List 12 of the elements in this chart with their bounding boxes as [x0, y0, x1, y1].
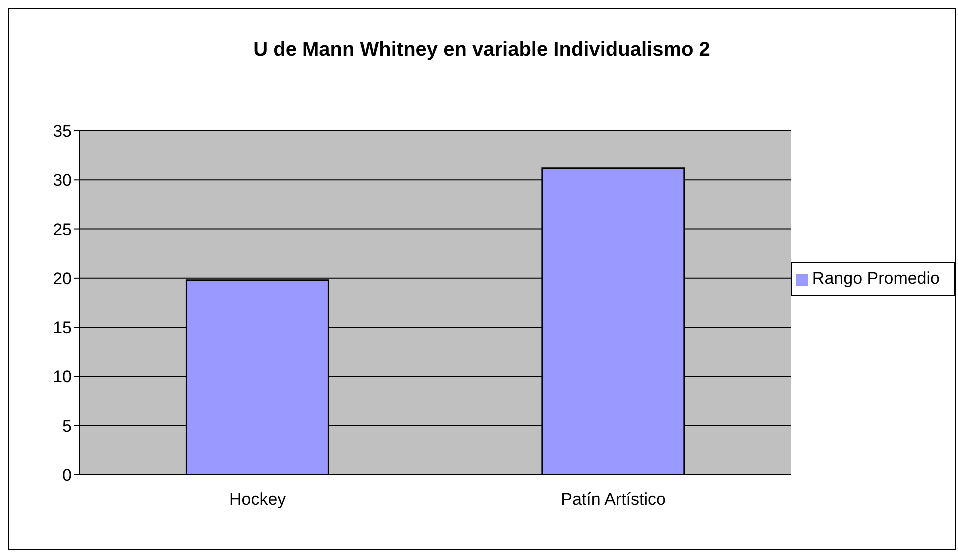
chart-title: U de Mann Whitney en variable Individualismo 2	[252, 39, 712, 62]
x-tick-label: Patín Artístico	[561, 490, 666, 510]
y-tick-label: 10	[53, 368, 72, 387]
y-tick-label: 35	[53, 122, 72, 142]
legend-label: Rango Promedio	[812, 269, 940, 288]
y-tick-label: 30	[53, 171, 72, 190]
y-tick-label: 15	[53, 318, 72, 338]
y-tick-label: 20	[53, 269, 72, 288]
x-tick-label: Hockey	[230, 490, 287, 510]
y-tick-label: 0	[62, 466, 72, 486]
y-tick-label: 5	[62, 416, 72, 436]
y-tick-label: 25	[53, 220, 72, 240]
